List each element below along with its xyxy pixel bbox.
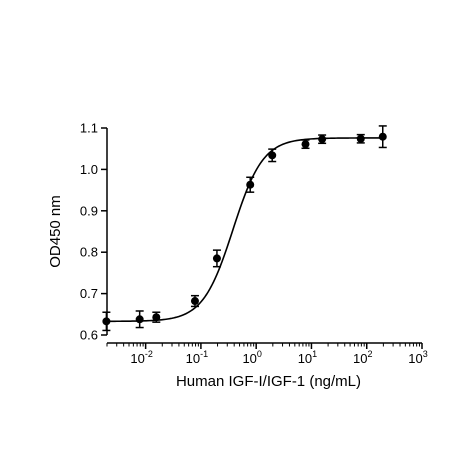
data-point [246,180,255,189]
y-tick-label: 0.9 [80,203,98,218]
data-point [301,140,310,149]
x-tick-exponent: 1 [312,349,317,359]
y-axis-title: OD450 nm [47,195,64,268]
data-point [318,135,327,144]
x-tick-exponent: -1 [200,349,208,359]
x-tick-exponent: 3 [423,349,428,359]
y-tick-label: 0.8 [80,245,98,260]
y-tick-label: 1.0 [80,162,98,177]
x-tick-label: 103 [408,349,427,366]
y-ticks: 0.6 0.7 0.8 0.9 1.0 1.1 [80,121,107,343]
x-tick-label: 10-1 [186,349,208,366]
x-tick-label: 102 [353,349,372,366]
data-point [190,297,199,306]
data-point [135,315,144,324]
data-point [212,254,221,263]
x-tick-exponent: 0 [257,349,262,359]
data-points-layer [102,125,387,332]
y-tick-label: 0.6 [80,328,98,343]
fit-curve [106,137,383,323]
y-tick-label: 0.7 [80,286,98,301]
x-tick-exponent: 2 [367,349,372,359]
data-point [102,317,111,326]
fit-curve-layer [106,137,383,323]
x-tick-label: 101 [298,349,317,366]
y-tick-label: 1.1 [80,121,98,136]
axes [106,128,422,344]
data-point [356,134,365,143]
data-point [152,313,161,322]
data-point [268,151,277,160]
x-axis-title: Human IGF-I/IGF-1 (ng/mL) [176,373,361,390]
x-tick-exponent: -2 [145,349,153,359]
data-point [378,132,387,141]
x-tick-label: 10-2 [130,349,152,366]
x-tick-label: 100 [242,349,261,366]
x-ticks: 10-2 10-1 100 101 102 103 [106,343,428,366]
